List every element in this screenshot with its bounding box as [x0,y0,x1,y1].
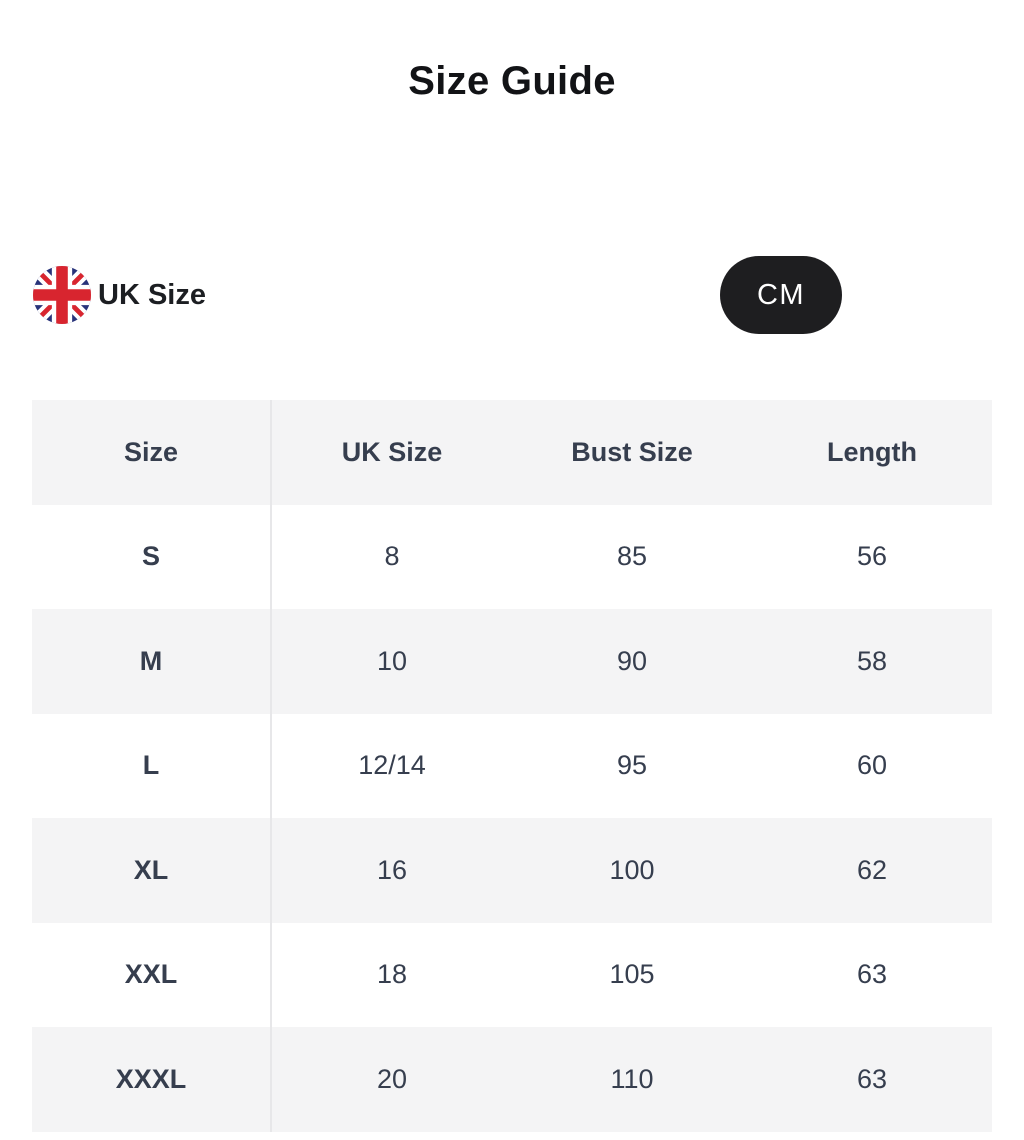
table-row: M 10 90 58 [32,609,992,714]
table-cell: 110 [610,1063,654,1094]
size-table: Size UK Size Bust Size Length S 8 85 56 M 10 90 58… [32,400,992,1132]
unit-toggle-button[interactable]: CM [720,256,842,334]
page-title: Size Guide [408,59,616,103]
table-cell: 63 [856,959,888,990]
region-label: UK Size [98,278,206,311]
table-row: S 8 85 56 [32,504,992,609]
header-cell: Bust Size [571,436,693,467]
table-row: XL 16 100 62 [32,818,992,923]
table-cell: 85 [616,541,648,572]
table-body: S 8 85 56 M 10 90 58 L 12/14 95 60 XL 16 100 62 XXL 18 105… [32,504,992,1132]
table-cell: 10 [376,645,408,676]
table-row: XXL 18 105 63 [32,922,992,1027]
table-cell: 105 [609,959,655,990]
table-cell: 63 [856,1063,888,1094]
table-cell: L [32,713,272,818]
header-cell: Length [827,436,917,467]
table-cell: 16 [376,854,408,885]
header-cell: Size [32,400,272,505]
table-cell: XXL [32,922,272,1027]
table-cell: 56 [856,541,888,572]
table-row: L 12/14 95 60 [32,713,992,818]
table-cell: 90 [616,645,648,676]
region-selector: UK Size [33,266,206,324]
table-row: XXXL 20 110 63 [32,1027,992,1132]
table-cell: S [32,504,272,609]
table-cell: 8 [384,541,400,572]
table-header-row: Size UK Size Bust Size Length [32,400,992,505]
table-cell: 60 [856,750,888,781]
table-cell: XXXL [32,1027,272,1132]
table-cell: M [32,609,272,714]
table-cell: 18 [376,959,408,990]
unit-bar: UK Size CM [0,256,1024,334]
table-cell: 62 [856,854,888,885]
uk-flag-icon [33,266,91,324]
table-cell: 20 [376,1063,408,1094]
header-cell: UK Size [341,436,443,467]
table-cell: 95 [616,750,648,781]
table-cell: 100 [609,854,655,885]
table-cell: 58 [856,645,888,676]
table-cell: 12/14 [358,750,426,781]
table-cell: XL [32,818,272,923]
